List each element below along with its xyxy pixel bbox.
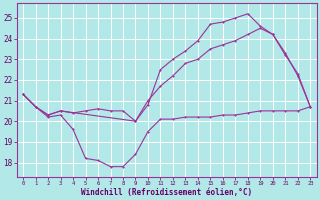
X-axis label: Windchill (Refroidissement éolien,°C): Windchill (Refroidissement éolien,°C) [81, 188, 252, 197]
